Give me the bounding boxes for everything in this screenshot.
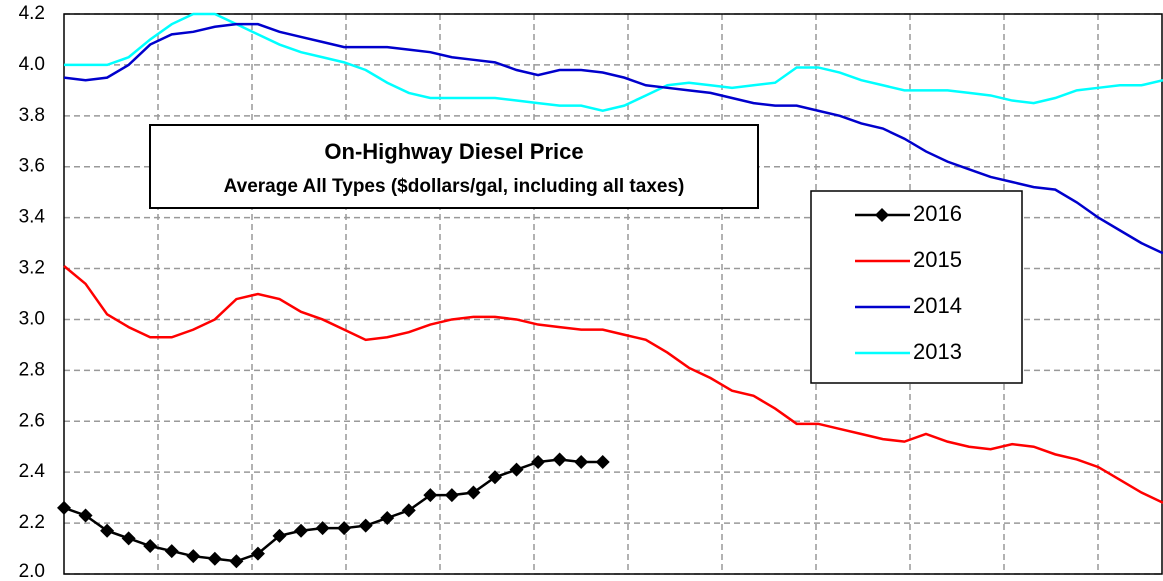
y-tick-label: 3.6 [19,156,45,177]
y-tick-label: 3.4 [19,207,46,228]
series-line [64,12,1163,113]
y-tick-label: 2.8 [19,359,45,380]
legend: 2016 2015 2014 2013 [855,201,962,364]
marker [574,455,589,469]
series-line [63,265,1163,504]
y-tick-label: 4.0 [19,54,45,75]
marker [250,546,265,561]
marker [423,488,438,503]
y-tick-label: 2.2 [19,512,45,533]
marker [315,521,330,536]
marker [294,523,309,538]
marker [466,485,481,500]
legend-label: 2014 [913,293,962,318]
y-tick-label: 3.0 [19,308,45,329]
marker [444,488,459,503]
marker [487,470,502,485]
legend-box [810,190,1023,384]
y-tick-label: 2.0 [19,561,45,581]
plot-border [63,13,1163,575]
series-line [63,22,1163,255]
legend-label: 2013 [913,339,962,364]
marker [875,208,889,222]
marker [337,521,352,536]
marker [207,551,222,566]
title-box [149,124,759,209]
y-tick-label: 4.2 [19,3,45,24]
marker [272,528,287,543]
marker [358,518,373,533]
y-tick-label: 2.6 [19,410,45,431]
legend-label: 2016 [913,201,962,226]
marker [552,452,567,467]
y-tick-label: 2.4 [19,461,46,482]
marker [57,500,71,515]
y-tick-label: 3.2 [19,258,45,279]
chart-subtitle: Average All Types ($dollars/gal, includi… [224,176,685,197]
marker [509,462,524,477]
marker [401,503,416,518]
marker [229,554,244,569]
chart-title: On-Highway Diesel Price [324,139,583,164]
marker [380,511,395,525]
marker [121,531,136,546]
marker [164,544,179,559]
marker [531,455,546,469]
marker [78,508,93,523]
marker [595,455,610,469]
y-tick-label: 3.8 [19,105,45,126]
marker [186,549,201,564]
legend-label: 2015 [913,247,962,272]
marker [143,539,158,553]
marker [100,523,115,538]
